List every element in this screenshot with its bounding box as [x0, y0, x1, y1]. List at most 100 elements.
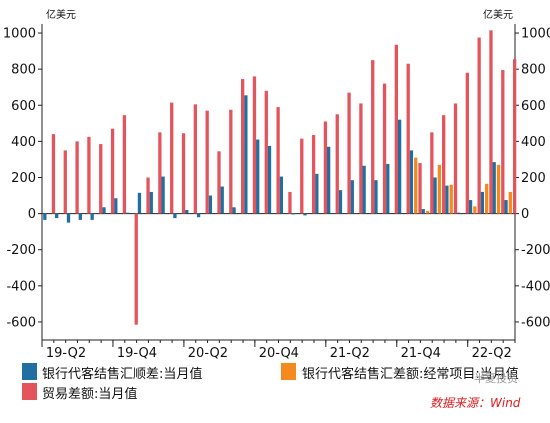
- y-tick-label-right: 0: [521, 207, 529, 222]
- bar-trade: [406, 63, 410, 214]
- bar-trade: [99, 144, 103, 214]
- bar-settlement: [185, 209, 189, 214]
- bar-current-account: [496, 164, 501, 214]
- y-tick-label-left: 800: [11, 63, 36, 78]
- x-tick-label: 21-Q2: [330, 346, 370, 361]
- y-tick-label-left: 600: [11, 99, 36, 114]
- watermark: 半夏投资: [474, 371, 518, 385]
- bar-current-account: [473, 206, 477, 214]
- y-tick-label-right: 1000: [521, 27, 550, 42]
- bar-trade: [465, 72, 469, 214]
- bar-settlement: [66, 213, 71, 223]
- y-tick-label-left: -600: [6, 315, 36, 330]
- y-tick-label-right: 400: [521, 135, 546, 150]
- bar-trade: [394, 44, 399, 214]
- bar-trade: [489, 30, 493, 214]
- bar-trade: [323, 121, 328, 214]
- bar-trade: [205, 110, 209, 214]
- bar-settlement: [504, 200, 508, 214]
- bar-trade: [122, 115, 127, 214]
- labels-layer: -600 -600 -400 -400 -200 -200 0 0 200 200 400 400 60…: [3, 8, 550, 361]
- bars-layer: [43, 30, 517, 325]
- bar-settlement: [362, 165, 366, 214]
- y-tick-label-left: 0: [28, 207, 36, 222]
- legend-swatch-trade: [22, 383, 37, 400]
- bar-settlement: [397, 119, 402, 214]
- bar-settlement: [279, 176, 283, 214]
- x-tick-label: 20-Q2: [188, 346, 228, 361]
- y-tick-label-left: -400: [6, 279, 36, 294]
- bar-settlement: [55, 213, 59, 219]
- bar-trade: [170, 102, 174, 214]
- bar-trade: [241, 79, 245, 214]
- bar-settlement: [468, 200, 473, 214]
- x-tick-label: 19-Q2: [46, 346, 86, 361]
- bar-trade: [335, 114, 339, 214]
- y-tick-label-right: -400: [521, 279, 550, 294]
- bar-settlement: [480, 191, 485, 214]
- bar-settlement: [114, 198, 118, 214]
- bar-settlement: [196, 213, 201, 218]
- x-tick-label: 22-Q2: [472, 346, 512, 361]
- legend-swatch-settlement: [22, 363, 37, 380]
- bar-settlement: [244, 95, 248, 214]
- bar-settlement: [492, 162, 496, 214]
- x-tick-label: 20-Q4: [259, 346, 299, 361]
- bar-settlement: [256, 139, 260, 214]
- bar-settlement: [173, 213, 177, 219]
- x-tick-label: 21-Q4: [401, 346, 441, 361]
- bar-trade: [371, 60, 375, 214]
- y-tick-label-right: 600: [521, 99, 546, 114]
- y-tick-label-left: 200: [11, 171, 36, 186]
- bar-settlement: [102, 207, 106, 214]
- bar-trade: [51, 134, 56, 214]
- bar-trade: [453, 103, 458, 214]
- bar-trade: [477, 37, 481, 214]
- bar-settlement: [315, 173, 319, 214]
- bar-trade: [288, 191, 292, 214]
- bar-settlement: [445, 185, 449, 214]
- bar-trade: [264, 90, 268, 214]
- bar-trade: [110, 128, 115, 214]
- bar-trade: [418, 163, 422, 214]
- bar-trade: [359, 103, 363, 214]
- bar-settlement: [232, 207, 236, 214]
- bar-settlement: [457, 212, 461, 214]
- bar-settlement: [78, 213, 82, 220]
- y-tick-label-left: 1000: [3, 27, 36, 42]
- x-tick-label: 19-Q4: [117, 346, 157, 361]
- y-tick-label-right: -600: [521, 315, 550, 330]
- y-tick-label-left: -200: [6, 243, 36, 258]
- bar-trade: [512, 59, 517, 214]
- bar-current-account: [414, 157, 418, 214]
- bar-trade: [442, 115, 446, 214]
- bar-settlement: [149, 191, 153, 214]
- bar-settlement: [350, 180, 354, 214]
- bar-trade: [134, 213, 138, 325]
- legend-label-settlement: 银行代客结售汇顺差:当月值: [42, 366, 202, 382]
- bar-settlement: [386, 163, 390, 214]
- bar-trade: [501, 70, 505, 214]
- bar-trade: [63, 150, 67, 214]
- bar-settlement: [433, 177, 437, 214]
- bar-settlement: [43, 213, 47, 220]
- bar-settlement: [90, 213, 94, 220]
- legend-label-current-account: 银行代客结售汇差额:经常项目:当月值: [302, 366, 519, 382]
- bar-settlement: [161, 176, 165, 214]
- bar-current-account: [485, 183, 489, 214]
- bar-settlement: [267, 145, 272, 214]
- bar-trade: [311, 135, 316, 214]
- y-tick-label-right: 200: [521, 171, 546, 186]
- bar-trade: [193, 104, 197, 214]
- bar-trade: [146, 177, 150, 214]
- y-tick-label-right: -200: [521, 243, 550, 258]
- bar-current-account: [437, 164, 442, 214]
- bar-settlement: [409, 150, 414, 214]
- bar-settlement: [291, 213, 295, 215]
- bar-settlement: [303, 213, 307, 216]
- bar-trade: [229, 109, 233, 214]
- bar-trade: [300, 138, 304, 214]
